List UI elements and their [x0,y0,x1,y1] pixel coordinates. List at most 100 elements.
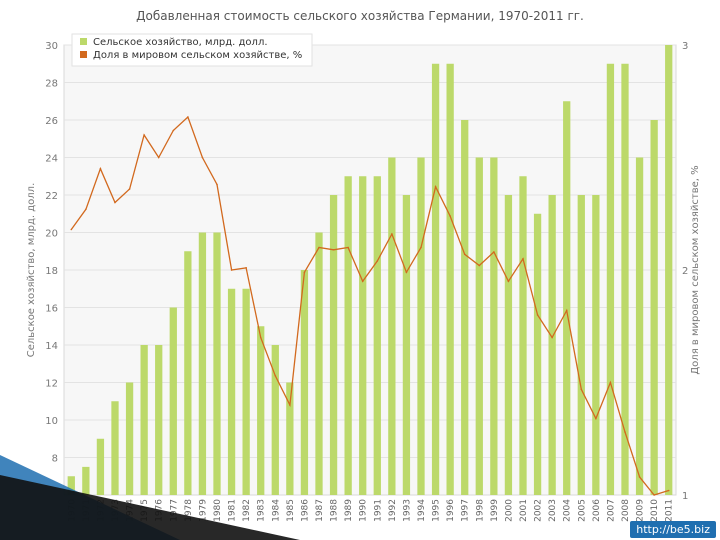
x-tick-label: 1977 [169,499,179,522]
bar [213,232,221,495]
bar [417,157,425,495]
x-tick-label: 1986 [300,499,310,522]
bar [461,120,469,495]
x-tick-label: 1981 [228,499,238,522]
line-point [536,314,539,316]
x-tick-label: 1983 [257,499,267,522]
x-tick-label: 2010 [650,499,660,522]
x-tick-label: 1989 [344,499,354,522]
line-point [449,215,451,217]
line-point [216,183,218,186]
bar [563,101,571,495]
x-tick-label: 2009 [636,499,646,522]
bar [286,382,294,495]
bar [504,195,513,495]
bar [344,176,352,495]
legend-label-bars: Сельское хозяйство, млрд. долл. [93,37,268,48]
bar [519,176,527,495]
bar [198,232,207,495]
x-tick-label: 1992 [388,499,398,522]
bar [388,157,396,495]
line-point [522,257,524,260]
line-point [638,476,641,478]
line-point [347,246,349,249]
bar [548,195,556,495]
x-tick-label: 2005 [577,499,587,522]
line-point [143,134,145,136]
line-point [493,251,495,253]
x-tick-label: 1984 [271,499,281,522]
x-tick-label: 2011 [665,499,675,522]
bar [67,476,75,495]
line-point [230,269,233,271]
line-point [361,280,364,283]
y-left-tick-label: 24 [45,154,58,165]
bar [621,63,629,495]
line-point [85,208,87,211]
line-point [667,489,670,492]
bar [82,466,90,495]
y-left-tick-label: 22 [45,191,58,202]
line-point [274,374,277,377]
bar [359,176,367,495]
x-tick-label: 2001 [519,499,529,522]
watermark-link[interactable]: http://be5.biz [630,521,716,538]
bar [125,382,134,495]
legend-label-line: Доля в мировом сельском хозяйстве, % [93,50,302,61]
y-left-tick-label: 20 [45,229,58,240]
line-point [157,156,160,159]
bar [111,401,119,495]
x-tick-label: 1994 [417,499,427,522]
y-left-tick-label: 26 [45,116,58,127]
bar [606,63,615,495]
x-tick-label: 2007 [606,499,616,522]
y-left-tick-label: 18 [45,266,58,277]
line-point [580,388,583,391]
y-right-tick-label: 3 [682,41,688,52]
x-tick-label: 2008 [621,499,631,522]
y-left-tick-label: 8 [52,454,58,465]
x-tick-label: 2003 [548,499,558,522]
x-tick-label: 1995 [432,499,442,522]
decorative-corner-shape [0,455,300,540]
bar [315,232,323,495]
bar [373,176,381,495]
line-point [595,417,597,420]
y-axis-left-label: Сельское хозяйство, млрд. долл. [26,183,37,358]
bar [169,307,177,495]
bar [155,345,163,495]
x-tick-label: 1980 [213,499,223,522]
line-point [463,253,466,256]
bar [329,195,338,495]
bar [300,270,309,495]
line-point [70,228,73,231]
bar [475,157,483,495]
line-point [245,266,247,269]
line-point [303,271,306,274]
bar [140,345,148,495]
bar [665,45,673,495]
y-left-tick-label: 16 [45,304,58,315]
line-point [128,188,131,190]
x-tick-label: 1998 [475,499,485,522]
line-point [332,248,335,251]
x-tick-label: 2002 [534,499,544,522]
bar [227,288,236,495]
x-tick-label: 1993 [402,499,412,522]
x-tick-label: 2006 [592,499,602,522]
line-point [551,336,553,339]
y-right-tick-label: 1 [682,491,688,502]
x-tick-label: 1990 [359,499,369,522]
y-axis-right-label: Доля в мировом сельском хозяйстве, % [690,165,701,374]
y-left-tick-label: 28 [45,79,58,90]
y-left-tick-label: 12 [45,379,58,390]
line-point [289,404,291,406]
line-point [99,167,102,170]
bar [184,251,192,495]
line-point [434,185,437,188]
bar [257,326,265,495]
line-point [318,246,320,249]
x-tick-label: 1978 [184,499,194,522]
bar [533,213,542,495]
x-tick-label: 1985 [286,499,296,522]
